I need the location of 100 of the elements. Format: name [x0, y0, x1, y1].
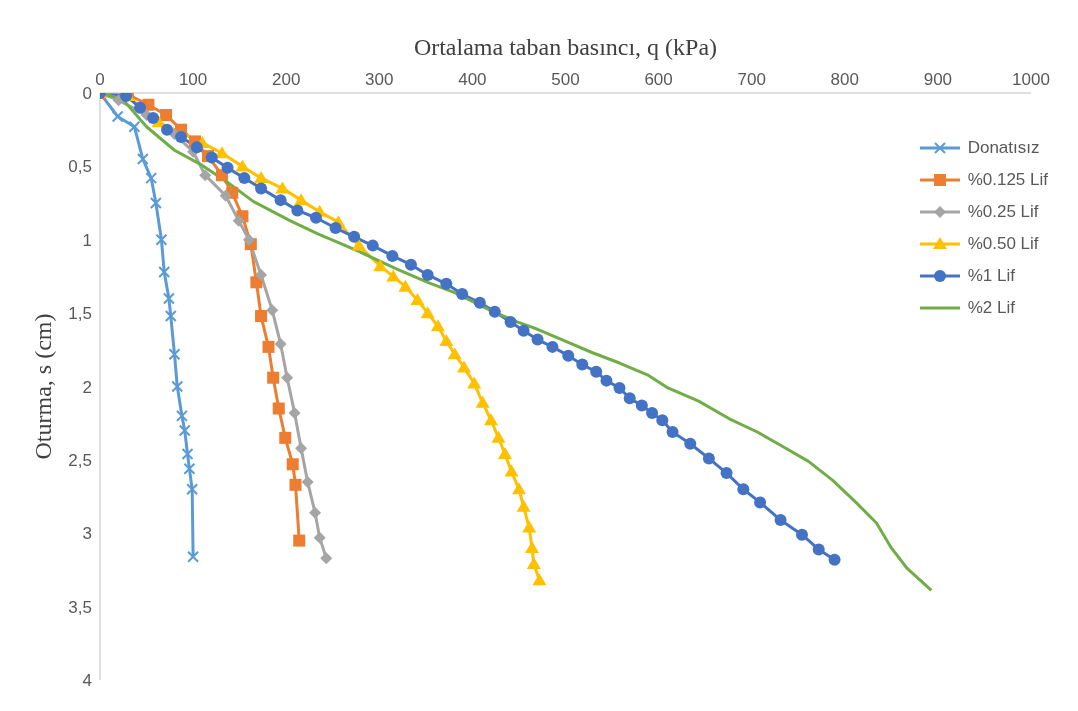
point: [274, 194, 287, 207]
point: [190, 141, 203, 154]
point: [136, 153, 149, 166]
y-tick-label: 2: [82, 377, 92, 397]
y-tick-label: 1: [82, 230, 92, 250]
point: [128, 120, 141, 133]
point: [266, 304, 279, 317]
x-axis-title: Ortalama taban basıncı, q (kPa): [413, 34, 718, 61]
y-axis-title: Oturma, s (cm): [29, 313, 56, 460]
x-tick-label: 500: [551, 70, 580, 89]
point: [526, 557, 541, 570]
point: [155, 233, 168, 246]
point: [162, 292, 175, 305]
point: [238, 172, 251, 185]
point: [294, 193, 309, 206]
point: [147, 111, 160, 124]
point: [293, 534, 306, 547]
point: [186, 483, 199, 496]
point: [531, 333, 544, 346]
point: [295, 442, 308, 455]
legend-label: %1 Lif: [967, 266, 1015, 286]
point: [475, 395, 490, 408]
point: [504, 464, 519, 477]
point: [666, 425, 679, 438]
point: [439, 334, 454, 347]
point: [205, 151, 218, 164]
point: [546, 340, 559, 353]
point: [447, 347, 462, 360]
point: [134, 101, 147, 114]
x-tick-label: 800: [830, 70, 859, 89]
point: [456, 288, 469, 301]
point: [267, 371, 280, 384]
point: [145, 172, 158, 185]
point: [181, 448, 194, 461]
point: [497, 447, 512, 460]
x-tick-label: 400: [458, 70, 487, 89]
point: [274, 337, 287, 350]
point: [517, 324, 530, 337]
point: [351, 238, 366, 251]
point: [386, 269, 401, 282]
point: [275, 181, 290, 194]
point: [590, 365, 603, 378]
point: [221, 161, 234, 174]
point: [491, 430, 506, 443]
point: [516, 499, 531, 512]
point: [187, 550, 200, 563]
point: [279, 431, 292, 444]
point: [149, 197, 162, 210]
point: [262, 340, 275, 353]
point: [398, 279, 413, 292]
y-tick-label: 0,5: [68, 157, 92, 177]
point: [774, 514, 787, 527]
point: [386, 249, 399, 262]
point: [232, 214, 245, 227]
point: [828, 553, 841, 566]
y-tick-label: 4: [82, 671, 92, 691]
point: [158, 266, 171, 279]
x-tick-label: 0: [95, 70, 105, 89]
point: [301, 475, 314, 488]
x-tick-label: 300: [365, 70, 394, 89]
point: [288, 406, 301, 419]
point: [635, 399, 648, 412]
legend-label: %2 Lif: [967, 298, 1015, 318]
point: [242, 233, 255, 246]
point: [720, 467, 733, 480]
x-tick-label: 700: [737, 70, 766, 89]
point: [812, 543, 825, 556]
point: [421, 268, 434, 281]
point: [255, 268, 268, 281]
point: [171, 380, 184, 393]
point: [524, 540, 539, 553]
point: [291, 204, 304, 217]
point: [161, 123, 174, 136]
legend-label: %0.25 Lif: [967, 202, 1039, 222]
point: [410, 292, 425, 305]
point: [175, 409, 188, 422]
point: [235, 159, 250, 172]
point: [160, 109, 173, 122]
point: [511, 482, 526, 495]
point: [576, 358, 589, 371]
point: [219, 189, 232, 202]
point: [348, 230, 361, 243]
point: [286, 458, 299, 471]
point: [320, 552, 333, 565]
point: [313, 531, 326, 544]
y-tick-label: 3,5: [68, 597, 92, 617]
point: [562, 349, 575, 362]
point: [175, 131, 187, 144]
point: [473, 296, 486, 309]
x-tick-label: 900: [923, 70, 953, 89]
y-tick-label: 2,5: [68, 450, 92, 470]
point: [504, 315, 517, 328]
point: [532, 573, 547, 586]
point: [457, 360, 472, 373]
point: [178, 424, 191, 437]
y-tick-label: 1,5: [68, 304, 92, 324]
x-tick-label: 600: [644, 70, 673, 89]
point: [440, 277, 453, 290]
point: [281, 371, 294, 384]
point: [737, 483, 750, 496]
